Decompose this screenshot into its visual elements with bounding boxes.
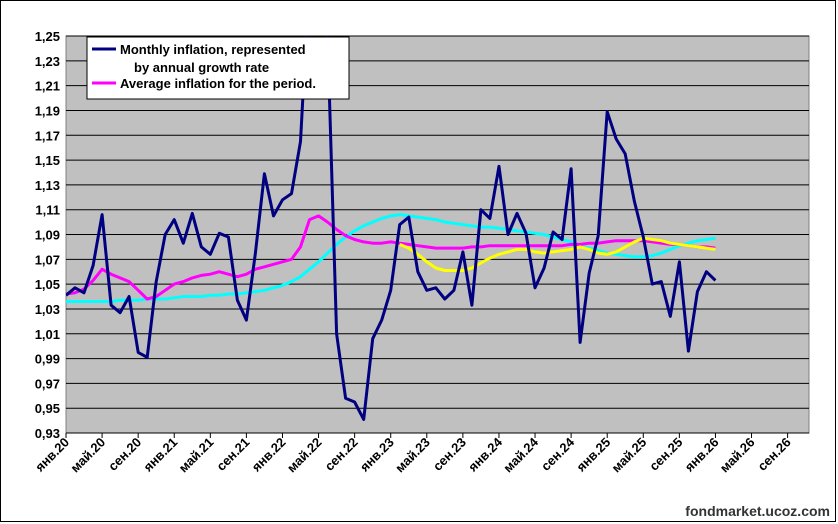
y-tick-label: 1,05 (35, 277, 60, 292)
x-tick-label: янв.24 (465, 434, 505, 474)
y-tick-label: 1,19 (35, 103, 60, 118)
y-tick-label: 1,21 (35, 79, 60, 94)
y-tick-label: 1,07 (35, 252, 60, 267)
y-axis: 0,93 0,95 0,97 0,99 1,01 1,03 1,05 1,07 1,09 1,11… (35, 29, 60, 441)
y-tick-label: 1,25 (35, 29, 60, 44)
x-tick-label: сен.26 (755, 435, 794, 474)
x-tick-label: янв.26 (682, 435, 722, 475)
x-tick-label: май.20 (67, 435, 108, 476)
y-tick-label: 0,97 (35, 376, 60, 391)
legend-label-average: Average inflation for the period. (120, 76, 316, 91)
legend-label-monthly-line2: by annual growth rate (134, 60, 269, 75)
series-line-yellow-series (399, 236, 716, 272)
x-tick-label: янв.23 (357, 435, 397, 475)
x-tick-label: май.22 (284, 435, 325, 476)
x-axis: янв.20май.20сен.20янв.21май.21сен.21янв.… (32, 432, 809, 476)
y-tick-label: 0,99 (35, 352, 60, 367)
x-tick-label: май.24 (500, 434, 541, 475)
x-tick-label: янв.22 (249, 435, 289, 475)
x-tick-label: сен.21 (213, 435, 252, 474)
legend-label-monthly: Monthly inflation, represented (120, 42, 306, 57)
y-tick-label: 1,11 (35, 203, 60, 218)
y-tick-label: 1,23 (35, 54, 60, 69)
legend: Monthly inflation, represented by annual… (86, 36, 350, 100)
plot-series (66, 36, 717, 421)
x-tick-label: май.21 (176, 435, 217, 476)
x-tick-label: май.26 (717, 435, 758, 476)
x-tick-label: май.25 (609, 435, 650, 476)
x-tick-label: янв.25 (573, 435, 613, 475)
x-tick-label: май.23 (392, 435, 433, 476)
y-tick-label: 0,95 (35, 401, 60, 416)
x-tick-label: янв.21 (140, 435, 180, 475)
y-tick-label: 1,03 (35, 302, 60, 317)
x-tick-label: сен.22 (322, 435, 361, 474)
y-tick-label: 1,17 (35, 128, 60, 143)
x-tick-label: сен.20 (105, 435, 144, 474)
y-tick-label: 1,15 (35, 153, 60, 168)
y-tick-label: 1,09 (35, 228, 60, 243)
y-tick-label: 1,13 (35, 178, 60, 193)
x-tick-label: сен.24 (538, 434, 578, 474)
watermark: fondmarket.ucoz.com (685, 503, 830, 519)
series-line-average-inflation-for-the-period (66, 214, 716, 301)
legend-box (86, 36, 350, 100)
x-tick-label: сен.23 (430, 435, 469, 474)
y-tick-label: 0,93 (35, 426, 60, 441)
x-tick-label: сен.25 (646, 435, 685, 474)
y-tick-label: 1,01 (35, 327, 60, 342)
series-line-monthly-inflation-represented-by-annual-growth-rate (66, 36, 717, 421)
